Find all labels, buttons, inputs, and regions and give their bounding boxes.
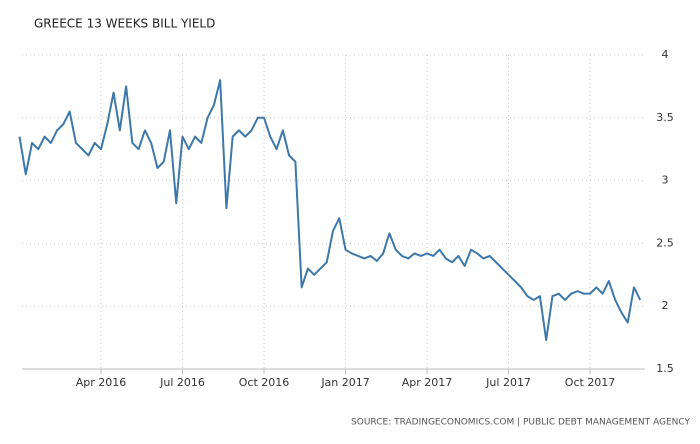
- y-tick-label: 4: [662, 48, 669, 61]
- y-tick-label: 3: [662, 174, 669, 187]
- x-tick-label: Jul 2017: [485, 376, 531, 389]
- x-tick-label: Oct 2017: [565, 376, 616, 389]
- y-tick-label: 1.5: [656, 362, 674, 375]
- y-tick-label: 2: [662, 299, 669, 312]
- source-note: SOURCE: TRADINGECONOMICS.COM | PUBLIC DE…: [351, 418, 690, 428]
- chart-title: GREECE 13 WEEKS BILL YIELD: [34, 17, 215, 31]
- x-tick-label: Apr 2016: [76, 376, 127, 389]
- x-tick-label: Jan 2017: [320, 376, 369, 389]
- data-line: [18, 79, 642, 342]
- x-tick-label: Apr 2017: [402, 376, 453, 389]
- y-tick-label: 3.5: [656, 111, 674, 124]
- x-tick-label: Jul 2016: [159, 376, 205, 389]
- x-tick-label: Oct 2016: [239, 376, 290, 389]
- y-tick-label: 2.5: [656, 236, 674, 249]
